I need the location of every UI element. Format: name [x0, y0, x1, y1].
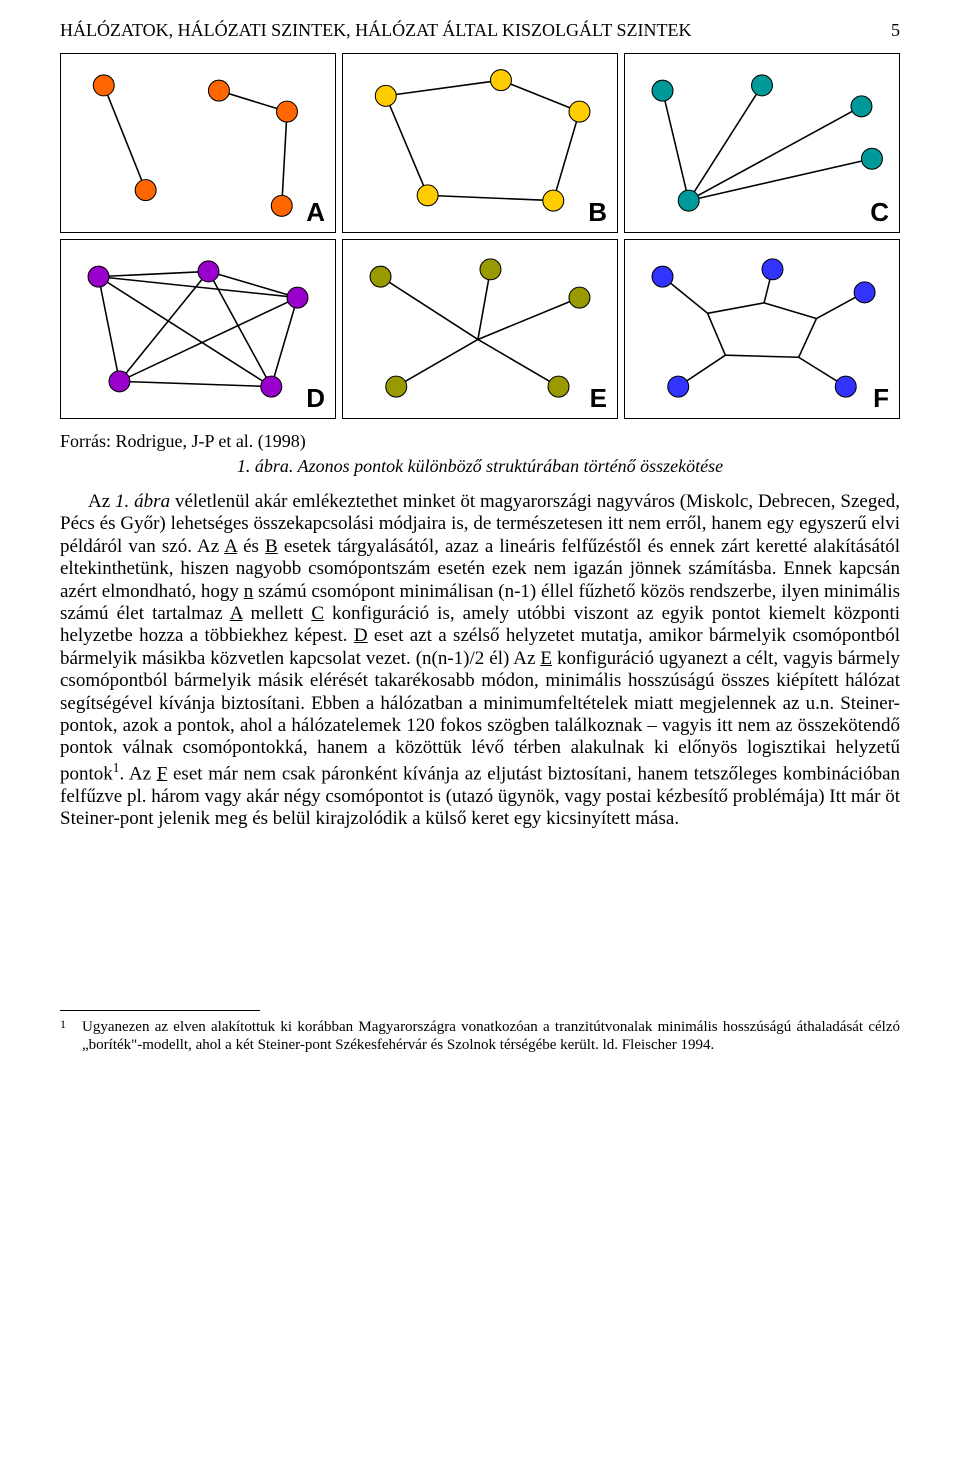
- label-B: B: [265, 536, 278, 557]
- figure-source: Forrás: Rodrigue, J-P et al. (1998): [60, 431, 900, 452]
- footnote-separator: [60, 1010, 260, 1011]
- running-header: HÁLÓZATOK, HÁLÓZATI SZINTEK, HÁLÓZAT ÁLT…: [60, 20, 900, 41]
- label-A: A: [230, 603, 243, 624]
- figure-panels: A B C D E F: [60, 53, 900, 419]
- caption-text: 1. ábra. Azonos pontok különböző struktú…: [237, 456, 723, 476]
- panel-label: E: [590, 383, 607, 414]
- page-number: 5: [891, 20, 900, 41]
- txt: Az: [88, 491, 115, 512]
- footnote-number: 1: [60, 1017, 66, 1052]
- header-title: HÁLÓZATOK, HÁLÓZATI SZINTEK, HÁLÓZAT ÁLT…: [60, 20, 692, 41]
- panel-F: F: [624, 239, 900, 419]
- fig-ref: 1. ábra: [115, 491, 170, 512]
- footnote-text: Ugyanezen az elven alakítottuk ki korább…: [82, 1019, 900, 1054]
- figure-caption: 1. ábra. Azonos pontok különböző struktú…: [60, 456, 900, 477]
- var-n: n: [244, 581, 254, 602]
- txt: . Az: [119, 763, 156, 784]
- panel-label: D: [306, 383, 325, 414]
- body-paragraph: Az 1. ábra véletlenül akár emlékeztethet…: [60, 491, 900, 830]
- label-C: C: [311, 603, 324, 624]
- panel-D: D: [60, 239, 336, 419]
- panel-C: C: [624, 53, 900, 233]
- panel-label: A: [306, 197, 325, 228]
- panel-label: C: [870, 197, 889, 228]
- txt: és: [237, 536, 265, 557]
- label-A: A: [224, 536, 237, 557]
- footnote: 1 Ugyanezen az elven alakítottuk ki korá…: [60, 1019, 900, 1054]
- panel-E: E: [342, 239, 618, 419]
- txt: eset már nem csak páronként kívánja az e…: [60, 763, 900, 829]
- panel-label: B: [588, 197, 607, 228]
- label-E: E: [540, 648, 552, 669]
- label-D: D: [354, 625, 368, 646]
- panel-A: A: [60, 53, 336, 233]
- panel-B: B: [342, 53, 618, 233]
- label-F: F: [157, 763, 168, 784]
- txt: mellett: [242, 603, 311, 624]
- panel-label: F: [873, 383, 889, 414]
